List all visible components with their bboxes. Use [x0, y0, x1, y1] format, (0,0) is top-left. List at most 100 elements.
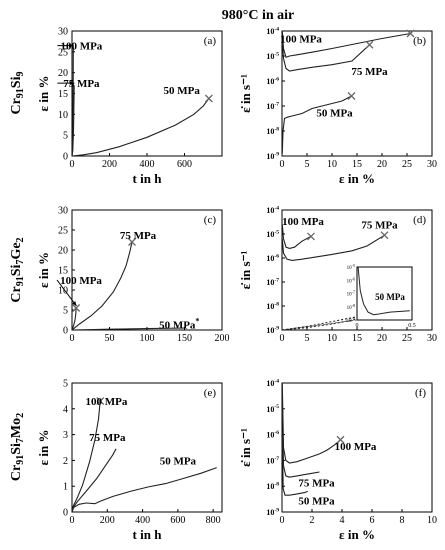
x-axis-label: ε in %: [339, 527, 375, 542]
y-tick-label: 10-4: [266, 26, 279, 36]
y-tick-label: 20: [58, 68, 68, 79]
y-tick-label: 10-5: [266, 51, 279, 61]
series-annotation: 75 MPa: [298, 477, 335, 489]
y-tick-label-exp: -6: [274, 253, 279, 259]
alloy-label-element: Si: [9, 264, 24, 276]
y-tick-label: 25: [58, 47, 68, 58]
y-tick-label: 10-9: [266, 151, 279, 161]
series-line-75-mpa: [282, 234, 385, 261]
chart-panel-e: 0 200 400 600 800 0 1 2 3 4 5 t in h ε in % (e) Cr91Si…: [9, 379, 223, 542]
y-tick-label-exp: -5: [274, 229, 279, 235]
series-line-100-mpa: [282, 224, 312, 249]
series-annotation: 100 MPa: [335, 441, 377, 453]
y-axis-label: ε in %: [36, 76, 51, 112]
chart-panel-b: 0 5 10 15 20 25 30 10-9 10-8 10-7 10-6 10-5 10-4 ε in…: [238, 26, 437, 186]
x-tick-label: 50: [105, 333, 115, 344]
series-line-75-mpa: [72, 241, 133, 330]
y-tick-label: 10-6: [266, 253, 279, 263]
y-tick-label-exp: -9: [274, 507, 279, 513]
panel-label: (c): [204, 214, 217, 226]
x-axis-label: t in h: [133, 171, 163, 186]
series-line-50-mpa: [72, 327, 185, 330]
fracture-marker: [72, 304, 81, 312]
y-tick-label: 10-9: [266, 507, 279, 517]
alloy-label-subscript: 91: [15, 88, 26, 98]
y-tick-label-exp: -4: [274, 378, 279, 384]
x-tick-label: 0: [70, 515, 75, 526]
y-tick-label: 10-9: [266, 325, 279, 335]
y-tick-label: 10-6: [266, 76, 279, 86]
alloy-label-element: Ge: [9, 242, 24, 259]
x-tick-label: 0: [280, 333, 285, 344]
inset-y-tick-label: 10-6: [347, 276, 355, 284]
x-tick-label: 600: [170, 515, 185, 526]
y-tick-label: 10: [58, 110, 68, 121]
alloy-label-element: Si: [9, 76, 24, 88]
series-annotation-text: 50 MPa: [298, 495, 335, 507]
series-annotation-text: 100 MPa: [280, 34, 322, 46]
y-tick-label-exp: -8: [274, 126, 279, 132]
series-line-75-mpa: [282, 38, 370, 72]
x-tick-label: 0: [280, 159, 285, 170]
y-tick-label-exp: -7: [274, 101, 279, 107]
series-line-75-mpa: [282, 395, 320, 478]
y-tick-label: 20: [58, 246, 68, 257]
y-tick-label: 1: [63, 482, 68, 493]
y-tick-label-exp: -4: [274, 26, 279, 32]
x-axis-label: ε in %: [339, 171, 375, 186]
inset-x-tick-label: 0: [356, 323, 359, 329]
series-annotation-text: 75 MPa: [298, 477, 335, 489]
fracture-marker: [307, 232, 315, 241]
series-annotation: 75 MPa: [361, 219, 398, 231]
y-tick-label: 0: [63, 152, 68, 163]
fracture-marker: [347, 92, 356, 100]
alloy-label-subscript: 7: [15, 260, 26, 265]
alloy-label-element: Cr: [9, 286, 24, 302]
annotation-arrow: [56, 279, 77, 307]
y-axis-label: ε̇ in s⁻¹: [238, 428, 253, 467]
x-tick-label: 15: [352, 159, 362, 170]
fracture-marker: [204, 94, 213, 103]
series-line-100-mpa: [72, 401, 101, 512]
series-annotation-text: 75 MPa: [89, 432, 126, 444]
series-line-75-mpa: [72, 85, 75, 156]
x-tick-label: 20: [377, 333, 387, 344]
y-tick-label: 10-5: [266, 229, 279, 239]
x-tick-label: 2: [310, 515, 315, 526]
x-tick-label: 400: [135, 515, 150, 526]
panel-label: (d): [413, 214, 426, 226]
x-tick-label: 200: [100, 515, 115, 526]
y-tick-label: 10-8: [266, 126, 279, 136]
y-tick-label: 10-7: [266, 277, 279, 287]
y-axis-label: ε in %: [36, 430, 51, 466]
series-annotation-text: 75 MPa: [351, 66, 388, 78]
series-annotation-text: 50 MPa: [159, 319, 196, 331]
inset-plot: 0 0.5 10-9 10-8 10-7 10-6 10-5 50 MPa: [281, 263, 416, 331]
series-annotation: 50 MPa: [164, 85, 201, 97]
y-tick-label: 15: [58, 266, 68, 277]
inset-label: 50 MPa: [375, 292, 405, 302]
y-tick-label: 10-5: [266, 404, 279, 414]
panel-label: (a): [204, 35, 217, 47]
alloy-label: Cr91Si7Ge2: [9, 237, 26, 302]
y-tick-label: 10-7: [266, 101, 279, 111]
x-tick-label: 20: [377, 159, 387, 170]
fracture-marker: [96, 397, 105, 406]
series-annotation-text: 100 MPa: [60, 41, 102, 53]
series-annotation-text: 75 MPa: [63, 78, 100, 90]
alloy-label-element: Mo: [9, 418, 24, 438]
y-tick-label: 30: [58, 27, 68, 38]
annotation-arrowhead: [72, 301, 77, 306]
x-tick-label: 200: [215, 333, 230, 344]
x-tick-label: 15: [352, 333, 362, 344]
alloy-label-element: Cr: [9, 98, 24, 114]
alloy-label-subscript: 7: [15, 438, 26, 443]
inset-y-tick-label: 10-9: [347, 316, 355, 324]
inset-y-tick-exp: -7: [352, 290, 355, 295]
y-tick-label: 5: [63, 306, 68, 317]
y-tick-label: 10-4: [266, 378, 279, 388]
alloy-label-subscript: 91: [15, 455, 26, 465]
x-tick-label: 200: [102, 159, 117, 170]
alloy-label-subscript: 91: [15, 276, 26, 286]
